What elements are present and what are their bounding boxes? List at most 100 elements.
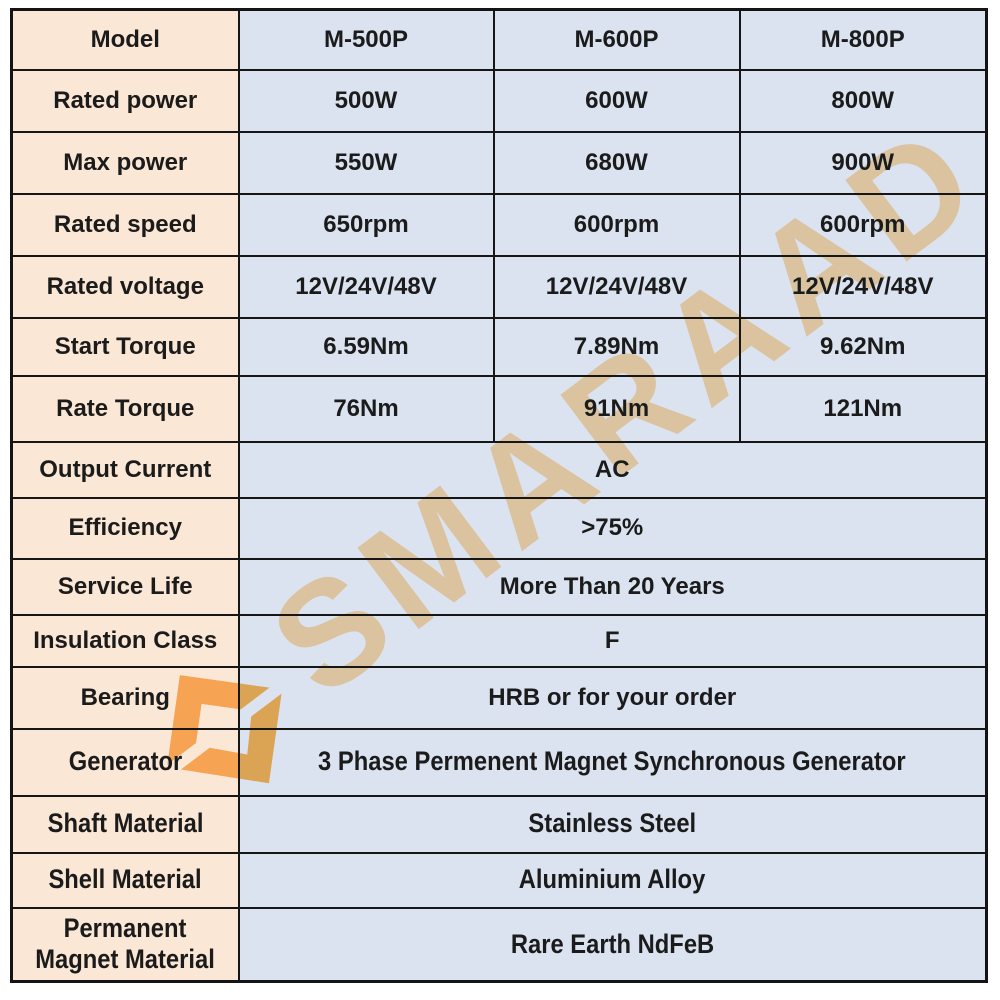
row-label-cell: Rated speed [10, 192, 240, 257]
value-cell: 121Nm [738, 374, 988, 443]
row-label-cell: Insulation Class [10, 613, 240, 668]
spec-value: 500W [334, 86, 398, 114]
table-row: Rated speed 650rpm 600rpm 600rpm [10, 192, 988, 257]
model-name: M-600P [574, 25, 659, 53]
table-row: Permanent Magnet Material Rare Earth NdF… [10, 906, 988, 983]
spec-value: HRB or for your order [488, 683, 737, 711]
row-label-cell: Rate Torque [10, 374, 240, 443]
value-cell: M-800P [738, 8, 988, 71]
value-cell: M-500P [237, 8, 495, 71]
table-row: Shaft Material Stainless Steel [10, 794, 988, 854]
spec-value: 121Nm [823, 394, 903, 422]
row-label: Rated speed [53, 210, 197, 238]
table-row: Rated voltage 12V/24V/48V 12V/24V/48V 12… [10, 254, 988, 319]
table-row: Shell Material Aluminium Alloy [10, 851, 988, 909]
spec-value: 12V/24V/48V [792, 272, 934, 300]
row-label-cell: Efficiency [10, 496, 240, 560]
row-label-cell: Start Torque [10, 316, 240, 377]
table-row: Efficiency >75% [10, 496, 988, 560]
table-row: Model M-500P M-600P M-800P [10, 8, 988, 71]
row-label: Generator [68, 746, 183, 777]
model-name: M-500P [323, 25, 409, 53]
row-label-cell: Output Current [10, 440, 240, 499]
table-row: Service Life More Than 20 Years [10, 557, 988, 616]
spec-value: 550W [334, 148, 398, 176]
spec-value: 6.59Nm [323, 332, 409, 360]
value-cell: M-600P [492, 8, 741, 71]
row-label: Bearing [80, 683, 170, 711]
table-row: Bearing HRB or for your order [10, 665, 988, 730]
spec-value: 600rpm [573, 210, 660, 238]
row-label: Rated voltage [46, 272, 204, 300]
spec-value: 600rpm [820, 210, 906, 238]
value-cell-spanned: 3 Phase Permenent Magnet Synchronous Gen… [237, 727, 988, 797]
table-row: Rated power 500W 600W 800W [10, 68, 988, 133]
row-label-cell: Shell Material [10, 851, 240, 909]
row-label: Insulation Class [33, 626, 218, 654]
spec-value: 7.89Nm [573, 332, 660, 360]
value-cell-spanned: >75% [237, 496, 988, 560]
value-cell-spanned: AC [237, 440, 988, 499]
spec-value: 91Nm [583, 394, 650, 422]
row-label-cell: Model [10, 8, 240, 71]
row-label: Permanent Magnet Material [35, 913, 216, 975]
value-cell-spanned: Stainless Steel [237, 794, 988, 854]
row-label: Shaft Material [47, 808, 204, 839]
row-label: Rated power [53, 86, 198, 114]
value-cell: 7.89Nm [492, 316, 741, 377]
row-label: Output Current [39, 455, 212, 483]
spec-value: >75% [581, 514, 644, 542]
row-label-cell: Rated power [10, 68, 240, 133]
row-label: Shell Material [48, 864, 202, 895]
value-cell: 500W [237, 68, 495, 133]
value-cell: 600rpm [492, 192, 741, 257]
spec-value: Rare Earth NdFeB [510, 928, 714, 959]
value-cell: 800W [738, 68, 988, 133]
spec-value: 650rpm [323, 210, 409, 238]
spec-value: 3 Phase Permenent Magnet Synchronous Gen… [318, 746, 907, 777]
table-row: Start Torque 6.59Nm 7.89Nm 9.62Nm [10, 316, 988, 377]
table-row: Generator 3 Phase Permenent Magnet Synch… [10, 727, 988, 797]
value-cell: 12V/24V/48V [492, 254, 741, 319]
row-label: Model [90, 25, 160, 53]
row-label-cell: Max power [10, 130, 240, 195]
spec-value: 900W [831, 148, 895, 176]
row-label-cell: Generator [10, 727, 240, 797]
row-label: Rate Torque [56, 394, 195, 422]
value-cell: 600rpm [738, 192, 988, 257]
spec-value: F [604, 626, 620, 654]
value-cell-spanned: HRB or for your order [237, 665, 988, 730]
table-row: Insulation Class F [10, 613, 988, 668]
row-label-cell: Permanent Magnet Material [10, 906, 240, 983]
value-cell-spanned: Rare Earth NdFeB [237, 906, 988, 983]
spec-table: Model M-500P M-600P M-800P Rated power 5… [10, 8, 988, 983]
row-label-cell: Bearing [10, 665, 240, 730]
row-label-cell: Shaft Material [10, 794, 240, 854]
row-label: Service Life [57, 572, 193, 600]
value-cell-spanned: F [237, 613, 988, 668]
row-label: Efficiency [68, 514, 182, 542]
row-label: Start Torque [54, 332, 196, 360]
value-cell: 76Nm [237, 374, 495, 443]
spec-value: 680W [585, 148, 648, 176]
table-row: Output Current AC [10, 440, 988, 499]
value-cell: 650rpm [237, 192, 495, 257]
spec-value: Aluminium Alloy [518, 864, 706, 895]
value-cell: 12V/24V/48V [237, 254, 495, 319]
spec-value: 600W [585, 86, 648, 114]
value-cell: 91Nm [492, 374, 741, 443]
spec-value: 800W [831, 86, 895, 114]
value-cell: 6.59Nm [237, 316, 495, 377]
value-cell-spanned: Aluminium Alloy [237, 851, 988, 909]
row-label-cell: Rated voltage [10, 254, 240, 319]
spec-value: Stainless Steel [528, 808, 697, 839]
value-cell: 680W [492, 130, 741, 195]
spec-value: 76Nm [333, 394, 399, 422]
value-cell: 600W [492, 68, 741, 133]
spec-value: 12V/24V/48V [545, 272, 688, 300]
spec-value: AC [594, 455, 630, 483]
row-label-cell: Service Life [10, 557, 240, 616]
value-cell: 9.62Nm [738, 316, 988, 377]
model-name: M-800P [820, 25, 905, 53]
spec-value: More Than 20 Years [499, 572, 725, 600]
